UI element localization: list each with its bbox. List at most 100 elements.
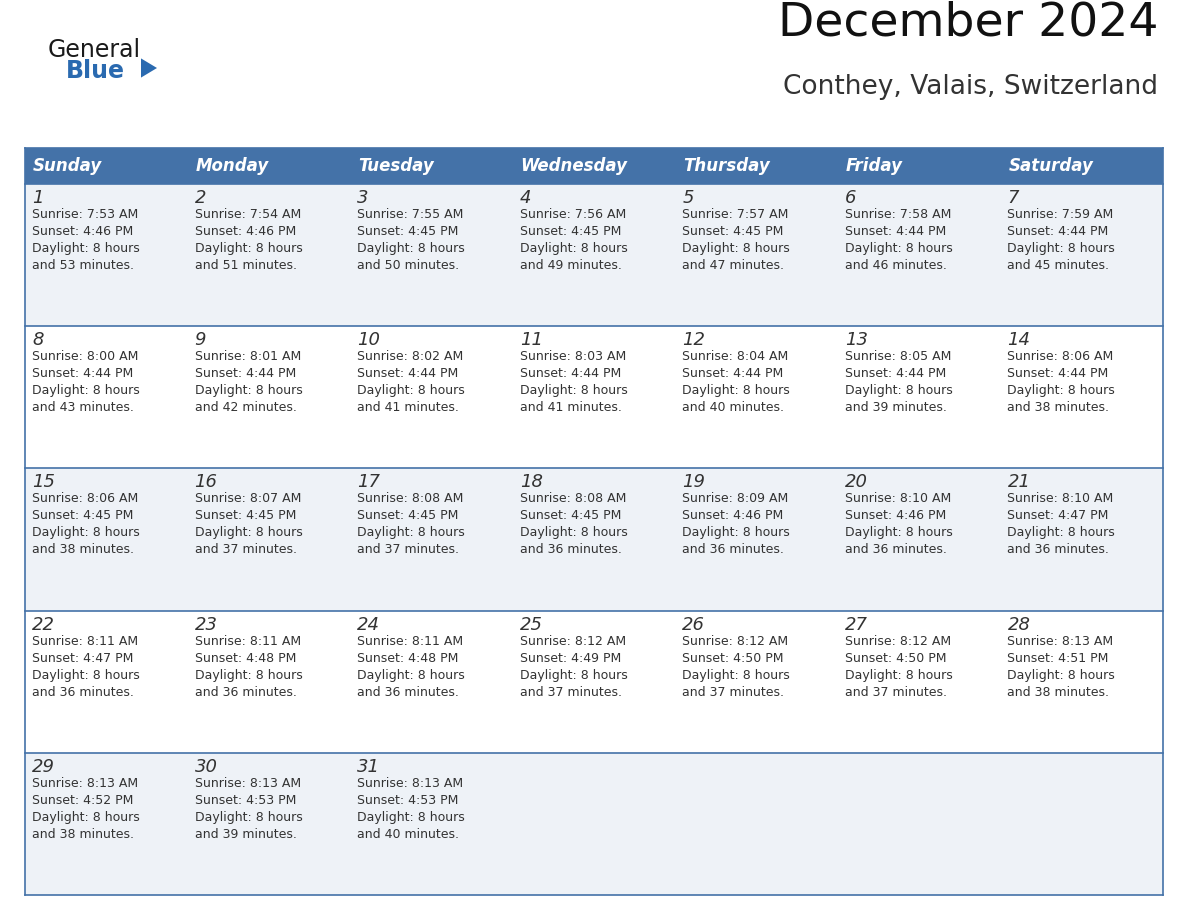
Text: Sunrise: 7:54 AM: Sunrise: 7:54 AM [195,208,301,221]
Text: and 43 minutes.: and 43 minutes. [32,401,134,414]
Text: Sunset: 4:47 PM: Sunset: 4:47 PM [32,652,133,665]
Text: Sunset: 4:44 PM: Sunset: 4:44 PM [1007,225,1108,238]
Text: and 36 minutes.: and 36 minutes. [845,543,947,556]
Text: 12: 12 [682,331,706,349]
Text: and 37 minutes.: and 37 minutes. [682,686,784,699]
Text: Sunset: 4:45 PM: Sunset: 4:45 PM [682,225,784,238]
Text: Daylight: 8 hours: Daylight: 8 hours [682,526,790,540]
Text: Sunrise: 7:57 AM: Sunrise: 7:57 AM [682,208,789,221]
Text: Daylight: 8 hours: Daylight: 8 hours [195,668,302,681]
Text: 16: 16 [195,474,217,491]
Text: Sunrise: 8:11 AM: Sunrise: 8:11 AM [195,634,301,647]
Text: 24: 24 [358,616,380,633]
Text: and 38 minutes.: and 38 minutes. [1007,401,1110,414]
Text: Sunset: 4:47 PM: Sunset: 4:47 PM [1007,509,1108,522]
Text: Daylight: 8 hours: Daylight: 8 hours [845,242,953,255]
Text: 29: 29 [32,757,55,776]
Text: Daylight: 8 hours: Daylight: 8 hours [1007,385,1116,397]
Text: Daylight: 8 hours: Daylight: 8 hours [32,668,140,681]
Text: 19: 19 [682,474,706,491]
Text: Sunset: 4:46 PM: Sunset: 4:46 PM [32,225,133,238]
Text: Monday: Monday [196,157,268,175]
Text: and 38 minutes.: and 38 minutes. [1007,686,1110,699]
Text: Sunrise: 8:13 AM: Sunrise: 8:13 AM [1007,634,1113,647]
Text: Sunrise: 8:10 AM: Sunrise: 8:10 AM [1007,492,1113,506]
Text: Daylight: 8 hours: Daylight: 8 hours [1007,668,1116,681]
Text: Sunrise: 8:12 AM: Sunrise: 8:12 AM [845,634,950,647]
Text: Thursday: Thursday [683,157,770,175]
Text: Daylight: 8 hours: Daylight: 8 hours [32,811,140,823]
Text: and 41 minutes.: and 41 minutes. [358,401,459,414]
Text: Sunrise: 7:59 AM: Sunrise: 7:59 AM [1007,208,1113,221]
Text: Sunset: 4:44 PM: Sunset: 4:44 PM [682,367,784,380]
Text: 18: 18 [519,474,543,491]
Text: Sunrise: 8:09 AM: Sunrise: 8:09 AM [682,492,789,506]
Text: Sunset: 4:45 PM: Sunset: 4:45 PM [519,225,621,238]
Text: Sunset: 4:44 PM: Sunset: 4:44 PM [845,367,946,380]
Text: 15: 15 [32,474,55,491]
Text: 11: 11 [519,331,543,349]
Text: Daylight: 8 hours: Daylight: 8 hours [32,242,140,255]
Text: Sunrise: 8:00 AM: Sunrise: 8:00 AM [32,350,138,364]
Text: Daylight: 8 hours: Daylight: 8 hours [195,526,302,540]
Text: Sunday: Sunday [33,157,102,175]
Text: Sunset: 4:46 PM: Sunset: 4:46 PM [195,225,296,238]
Text: and 36 minutes.: and 36 minutes. [195,686,297,699]
Text: Daylight: 8 hours: Daylight: 8 hours [845,385,953,397]
Text: 30: 30 [195,757,217,776]
Text: and 46 minutes.: and 46 minutes. [845,259,947,272]
Text: Daylight: 8 hours: Daylight: 8 hours [32,526,140,540]
Bar [25,753,1163,895]
Text: 5: 5 [682,189,694,207]
Text: Friday: Friday [846,157,903,175]
Text: 8: 8 [32,331,44,349]
Text: Daylight: 8 hours: Daylight: 8 hours [845,526,953,540]
Text: 13: 13 [845,331,868,349]
Text: Sunrise: 8:13 AM: Sunrise: 8:13 AM [195,777,301,789]
Text: Daylight: 8 hours: Daylight: 8 hours [195,811,302,823]
Text: Daylight: 8 hours: Daylight: 8 hours [519,242,627,255]
Text: Sunset: 4:48 PM: Sunset: 4:48 PM [195,652,296,665]
Text: Daylight: 8 hours: Daylight: 8 hours [519,385,627,397]
Text: Daylight: 8 hours: Daylight: 8 hours [195,385,302,397]
Text: Sunrise: 8:04 AM: Sunrise: 8:04 AM [682,350,789,364]
Text: 6: 6 [845,189,857,207]
Text: Sunrise: 8:08 AM: Sunrise: 8:08 AM [358,492,463,506]
Bar [25,610,1163,753]
Text: Daylight: 8 hours: Daylight: 8 hours [358,526,465,540]
Bar [25,184,1163,326]
Text: and 39 minutes.: and 39 minutes. [195,828,297,841]
Text: Sunrise: 8:10 AM: Sunrise: 8:10 AM [845,492,952,506]
Text: and 36 minutes.: and 36 minutes. [519,543,621,556]
Text: Sunrise: 8:06 AM: Sunrise: 8:06 AM [1007,350,1113,364]
Text: and 37 minutes.: and 37 minutes. [519,686,621,699]
Text: Sunset: 4:44 PM: Sunset: 4:44 PM [1007,367,1108,380]
Text: Daylight: 8 hours: Daylight: 8 hours [1007,242,1116,255]
Text: Daylight: 8 hours: Daylight: 8 hours [682,668,790,681]
Text: Sunrise: 8:11 AM: Sunrise: 8:11 AM [358,634,463,647]
Text: 22: 22 [32,616,55,633]
Text: Sunset: 4:48 PM: Sunset: 4:48 PM [358,652,459,665]
Text: Daylight: 8 hours: Daylight: 8 hours [682,385,790,397]
Text: Daylight: 8 hours: Daylight: 8 hours [519,668,627,681]
Text: and 38 minutes.: and 38 minutes. [32,543,134,556]
Text: Sunset: 4:44 PM: Sunset: 4:44 PM [845,225,946,238]
Text: Sunset: 4:44 PM: Sunset: 4:44 PM [519,367,621,380]
Text: 4: 4 [519,189,531,207]
Text: and 41 minutes.: and 41 minutes. [519,401,621,414]
Text: and 39 minutes.: and 39 minutes. [845,401,947,414]
Text: Daylight: 8 hours: Daylight: 8 hours [682,242,790,255]
Text: Sunrise: 8:03 AM: Sunrise: 8:03 AM [519,350,626,364]
Text: Daylight: 8 hours: Daylight: 8 hours [519,526,627,540]
Text: and 40 minutes.: and 40 minutes. [358,828,459,841]
Text: Sunset: 4:45 PM: Sunset: 4:45 PM [358,509,459,522]
Text: 21: 21 [1007,474,1030,491]
Text: Sunrise: 7:58 AM: Sunrise: 7:58 AM [845,208,952,221]
Text: Sunset: 4:45 PM: Sunset: 4:45 PM [519,509,621,522]
Text: Conthey, Valais, Switzerland: Conthey, Valais, Switzerland [783,74,1158,100]
Text: and 42 minutes.: and 42 minutes. [195,401,297,414]
Text: and 45 minutes.: and 45 minutes. [1007,259,1110,272]
Text: Sunrise: 7:56 AM: Sunrise: 7:56 AM [519,208,626,221]
Text: and 38 minutes.: and 38 minutes. [32,828,134,841]
Text: 25: 25 [519,616,543,633]
